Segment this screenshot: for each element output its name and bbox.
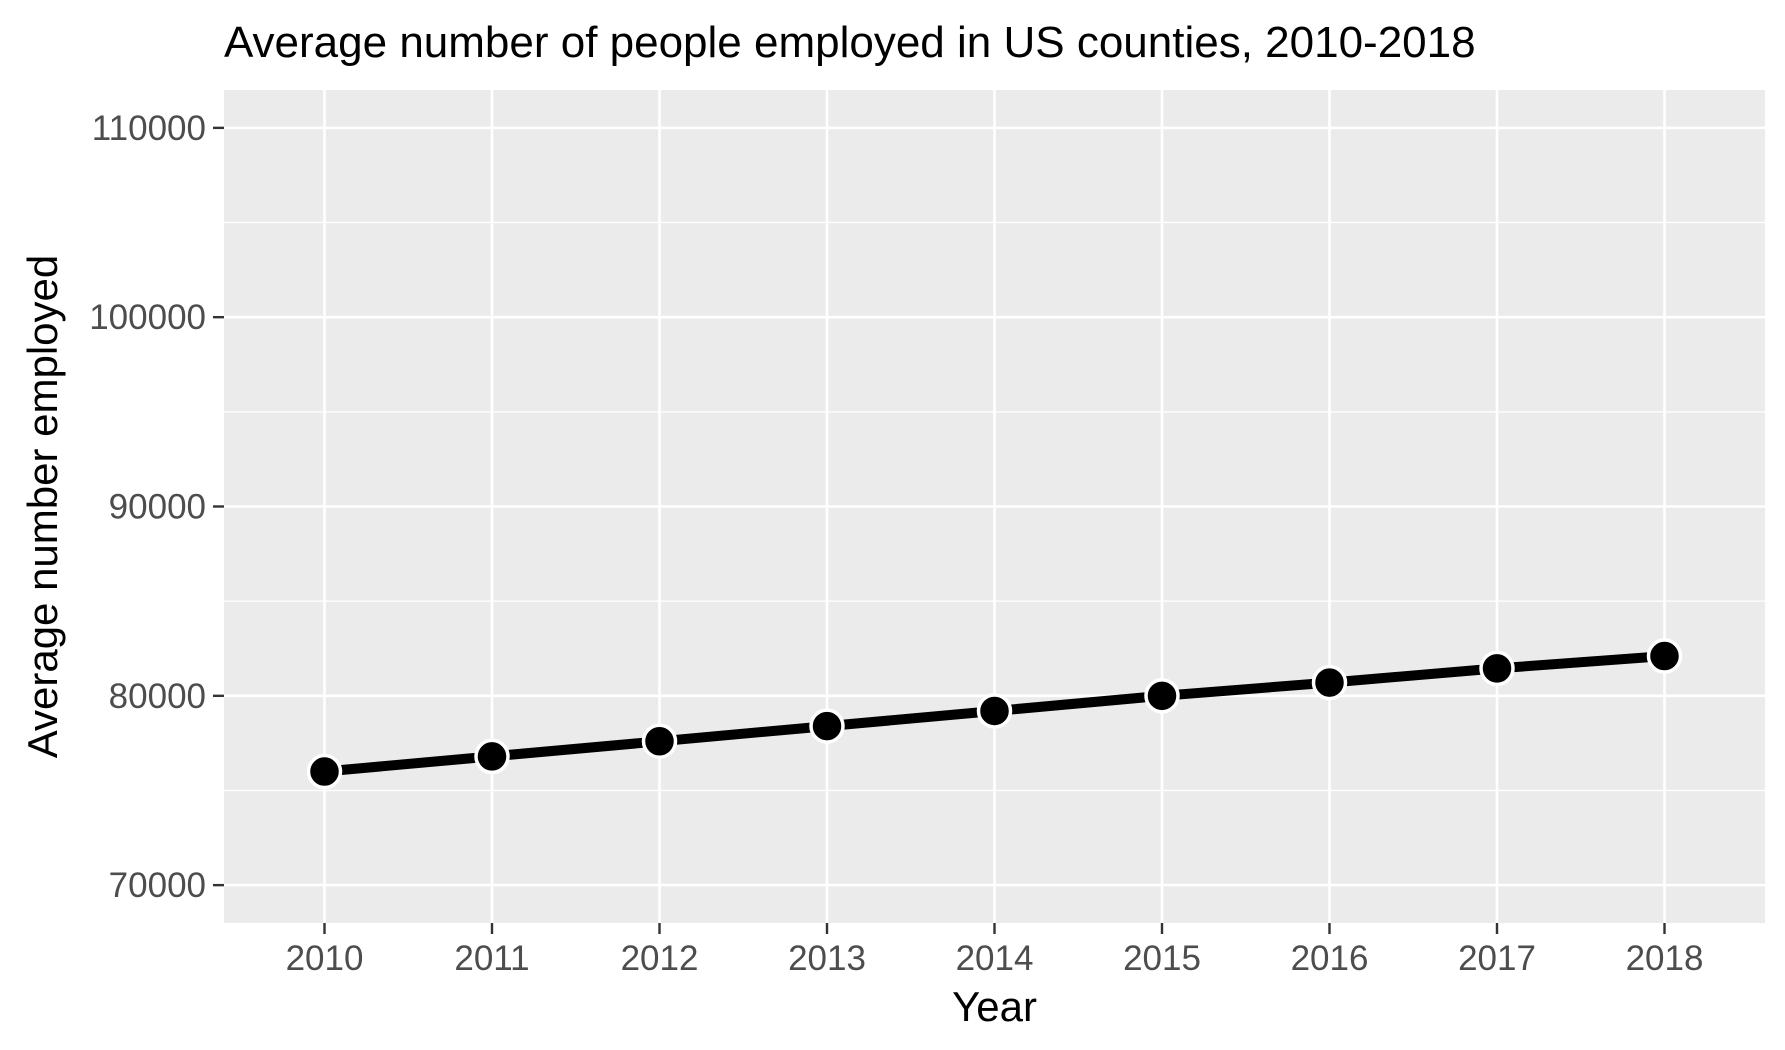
data-point <box>641 723 678 760</box>
y-tick-label: 100000 <box>89 298 206 337</box>
series-average-employed <box>306 638 1683 790</box>
x-axis-tick-labels: 2010 2011 2012 2013 2014 2015 2016 2017 2018 <box>286 939 1704 978</box>
y-tick-label: 90000 <box>109 488 206 527</box>
data-point <box>1311 664 1348 701</box>
x-tick-label: 2014 <box>956 939 1034 978</box>
y-tick-label: 110000 <box>92 109 206 148</box>
chart-title: Average number of people employed in US … <box>224 18 1476 67</box>
y-tick-label: 80000 <box>109 677 206 716</box>
x-tick-label: 2012 <box>621 939 699 978</box>
data-point <box>809 708 845 744</box>
data-point <box>474 738 510 775</box>
y-axis-title: Average number employed <box>19 255 66 759</box>
x-tick-label: 2011 <box>454 939 529 978</box>
x-tick-label: 2016 <box>1291 939 1369 978</box>
x-tick-label: 2017 <box>1458 939 1536 978</box>
data-point <box>1646 638 1683 674</box>
x-tick-label: 2015 <box>1123 939 1201 978</box>
data-point <box>976 693 1013 729</box>
data-point <box>1144 678 1180 714</box>
x-tick-label: 2013 <box>788 939 866 978</box>
x-tick-label: 2018 <box>1626 939 1704 978</box>
y-axis-tick-labels: 70000 80000 90000 100000 110000 <box>89 109 206 905</box>
x-tick-label: 2010 <box>286 939 364 978</box>
axis-ticks <box>213 126 1666 934</box>
data-point <box>1479 650 1515 687</box>
x-axis-title: Year <box>952 983 1037 1030</box>
y-tick-label: 70000 <box>109 866 206 905</box>
data-point <box>306 753 343 790</box>
